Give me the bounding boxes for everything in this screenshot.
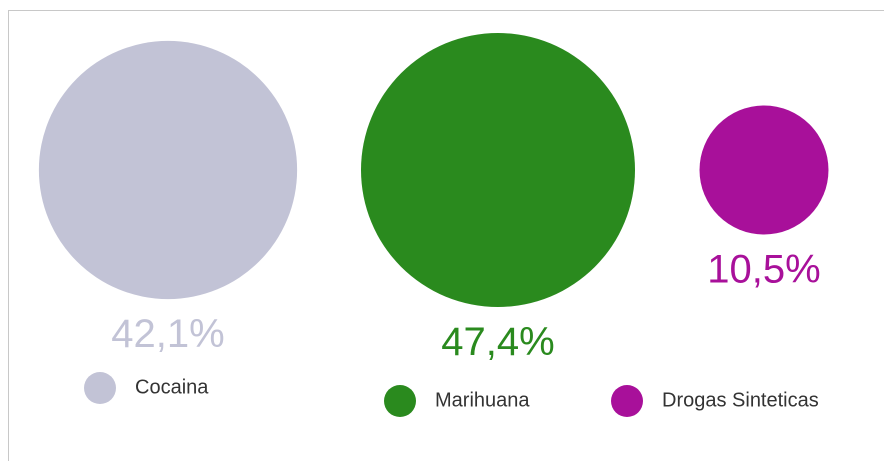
legend-swatch: [84, 372, 116, 404]
value-label: 42,1%: [111, 312, 224, 356]
bubble: [38, 40, 298, 300]
legend-label: Cocaina: [135, 376, 209, 398]
value-label: 10,5%: [707, 247, 820, 291]
legend-label: Drogas Sinteticas: [662, 389, 819, 411]
value-label: 47,4%: [441, 320, 554, 364]
legend-swatch: [384, 385, 416, 417]
bubble: [699, 105, 829, 235]
legend-label: Marihuana: [435, 389, 530, 411]
legend-swatch: [611, 385, 643, 417]
bubble: [361, 33, 635, 307]
